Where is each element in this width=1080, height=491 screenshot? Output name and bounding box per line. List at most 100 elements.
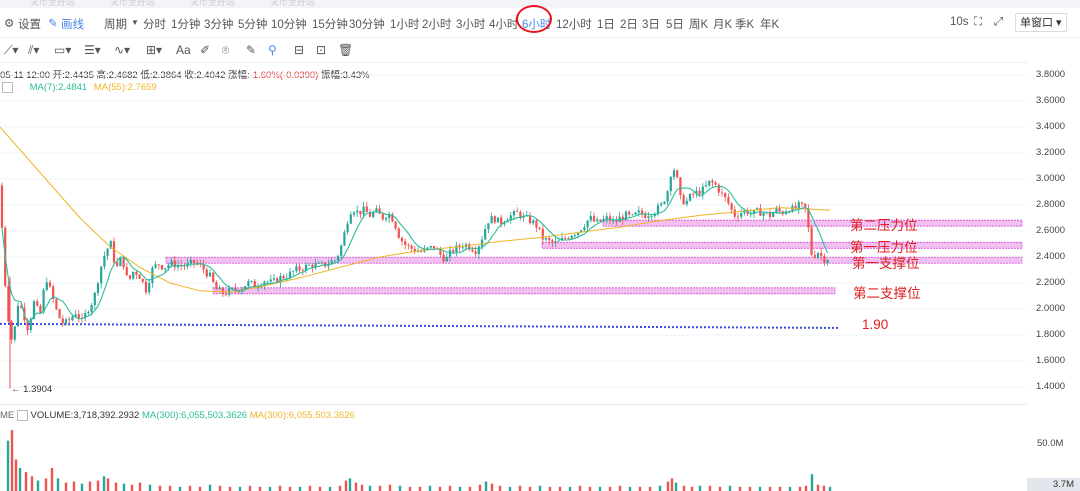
candle-body: [538, 227, 541, 229]
visibility-toggle-icon[interactable]: [2, 82, 13, 93]
volume-bar: [318, 486, 322, 491]
price-chart[interactable]: [0, 62, 1027, 404]
fib-tool-icon[interactable]: ☰▾: [84, 43, 101, 57]
ma7-line: [1, 185, 829, 323]
period-dropdown[interactable]: 周期: [104, 19, 127, 31]
draw-icon[interactable]: ✎: [48, 18, 58, 30]
chevron-down-icon[interactable]: ▼: [131, 18, 139, 27]
candle-body: [144, 281, 148, 293]
draw-button[interactable]: 画线: [61, 19, 84, 31]
volume-bar: [578, 485, 582, 491]
text-tool-icon[interactable]: Aa: [176, 43, 191, 57]
candle-body: [148, 282, 151, 293]
candle-body: [154, 264, 157, 268]
interval-20[interactable]: 年K: [760, 19, 780, 31]
volume-bar: [338, 485, 342, 491]
interval-8[interactable]: 2小时: [422, 19, 452, 31]
candle-body: [109, 241, 112, 249]
interval-14[interactable]: 2日: [620, 19, 638, 31]
candle-body: [212, 272, 215, 283]
candle-body: [42, 289, 45, 313]
volume-bar: [458, 486, 462, 491]
refresh-interval[interactable]: 10s: [950, 16, 969, 28]
lock-tool-icon[interactable]: ⊟: [294, 43, 305, 57]
grid-tool-icon[interactable]: ⊞▾: [146, 43, 163, 57]
wave-tool-icon[interactable]: ∿▾: [114, 43, 131, 57]
interval-4[interactable]: 10分钟: [271, 19, 307, 31]
unlock-tool-icon[interactable]: ⊡: [316, 43, 327, 57]
candle-body: [266, 281, 269, 283]
interval-18[interactable]: 月K: [713, 19, 733, 31]
candle-body: [605, 216, 608, 219]
interval-10[interactable]: 4小时: [489, 19, 519, 31]
highlight-circle: [516, 5, 552, 33]
candle-body: [263, 281, 266, 286]
interval-2[interactable]: 3分钟: [204, 19, 234, 31]
candle-body: [410, 245, 413, 249]
volume-bar: [804, 485, 808, 491]
interval-15[interactable]: 3日: [642, 19, 660, 31]
volume-bar: [158, 485, 162, 491]
candle-body: [90, 304, 93, 313]
interval-9[interactable]: 3小时: [456, 19, 486, 31]
candle-body: [698, 190, 701, 195]
settings-button[interactable]: 设置: [18, 19, 41, 31]
candle-body: [404, 241, 407, 246]
candle-body: [813, 255, 816, 258]
price-tick-4: 3.0000: [1036, 173, 1066, 184]
interval-0[interactable]: 分时: [143, 19, 166, 31]
candle-body: [682, 195, 685, 205]
candle-body: [807, 208, 810, 228]
candle-body: [384, 217, 388, 220]
interval-16[interactable]: 5日: [666, 19, 684, 31]
window-mode-select[interactable]: 单窗口 ▾: [1015, 13, 1067, 32]
volume-bar: [670, 478, 674, 491]
delete-tool-icon[interactable]: 🗑: [338, 43, 354, 57]
volume-bar: [298, 486, 302, 491]
volume-bar: [228, 486, 232, 491]
settings-icon[interactable]: ⚙: [4, 18, 15, 30]
brush-tool-icon[interactable]: ⚲: [268, 43, 277, 57]
volume-bar: [328, 486, 332, 491]
candle-body: [68, 319, 71, 321]
candle-body: [528, 215, 532, 224]
rect-tool-icon[interactable]: ▭▾: [54, 43, 72, 57]
candle-body: [557, 240, 560, 242]
trend-tool-icon[interactable]: ⫽▾: [28, 43, 40, 57]
volume-bar: [418, 486, 422, 491]
price-tick-10: 1.8000: [1036, 329, 1066, 340]
pencil-tool-icon[interactable]: ✐: [200, 43, 211, 57]
interval-1[interactable]: 1分钟: [171, 19, 201, 31]
level-label-4: 1.90: [862, 316, 889, 332]
volume-bar: [608, 486, 612, 491]
line-tool-icon[interactable]: ⟋▾: [4, 43, 19, 57]
candle-body: [512, 211, 516, 216]
candle-body: [0, 185, 4, 228]
candle-body: [100, 266, 103, 284]
interval-6[interactable]: 30分钟: [349, 19, 385, 31]
candle-body: [208, 272, 212, 277]
ruler-tool-icon[interactable]: ✎: [246, 43, 257, 57]
level-zone-3: [212, 287, 836, 295]
volume-bar: [178, 486, 182, 491]
candle-body: [77, 314, 80, 319]
candle-body: [32, 301, 36, 319]
interval-5[interactable]: 15分钟: [312, 19, 348, 31]
interval-3[interactable]: 5分钟: [238, 19, 268, 31]
expand-icon[interactable]: ⤢: [994, 16, 1004, 28]
candle-body: [592, 216, 596, 222]
interval-13[interactable]: 1日: [597, 19, 615, 31]
interval-7[interactable]: 1小时: [390, 19, 420, 31]
interval-19[interactable]: 季K: [735, 19, 755, 31]
visibility-toggle-icon[interactable]: [16, 410, 28, 421]
candle-body: [112, 241, 116, 263]
candle-body: [272, 278, 276, 280]
candle-body: [314, 263, 317, 268]
fullscreen-icon[interactable]: ⛶: [974, 16, 983, 28]
candle-body: [125, 267, 128, 276]
candle-body: [413, 248, 416, 252]
interval-12[interactable]: 12小时: [556, 19, 592, 31]
interval-17[interactable]: 周K: [689, 19, 709, 31]
volume-chart[interactable]: [0, 405, 1027, 491]
magnet-tool-icon[interactable]: ⌾: [222, 43, 230, 57]
